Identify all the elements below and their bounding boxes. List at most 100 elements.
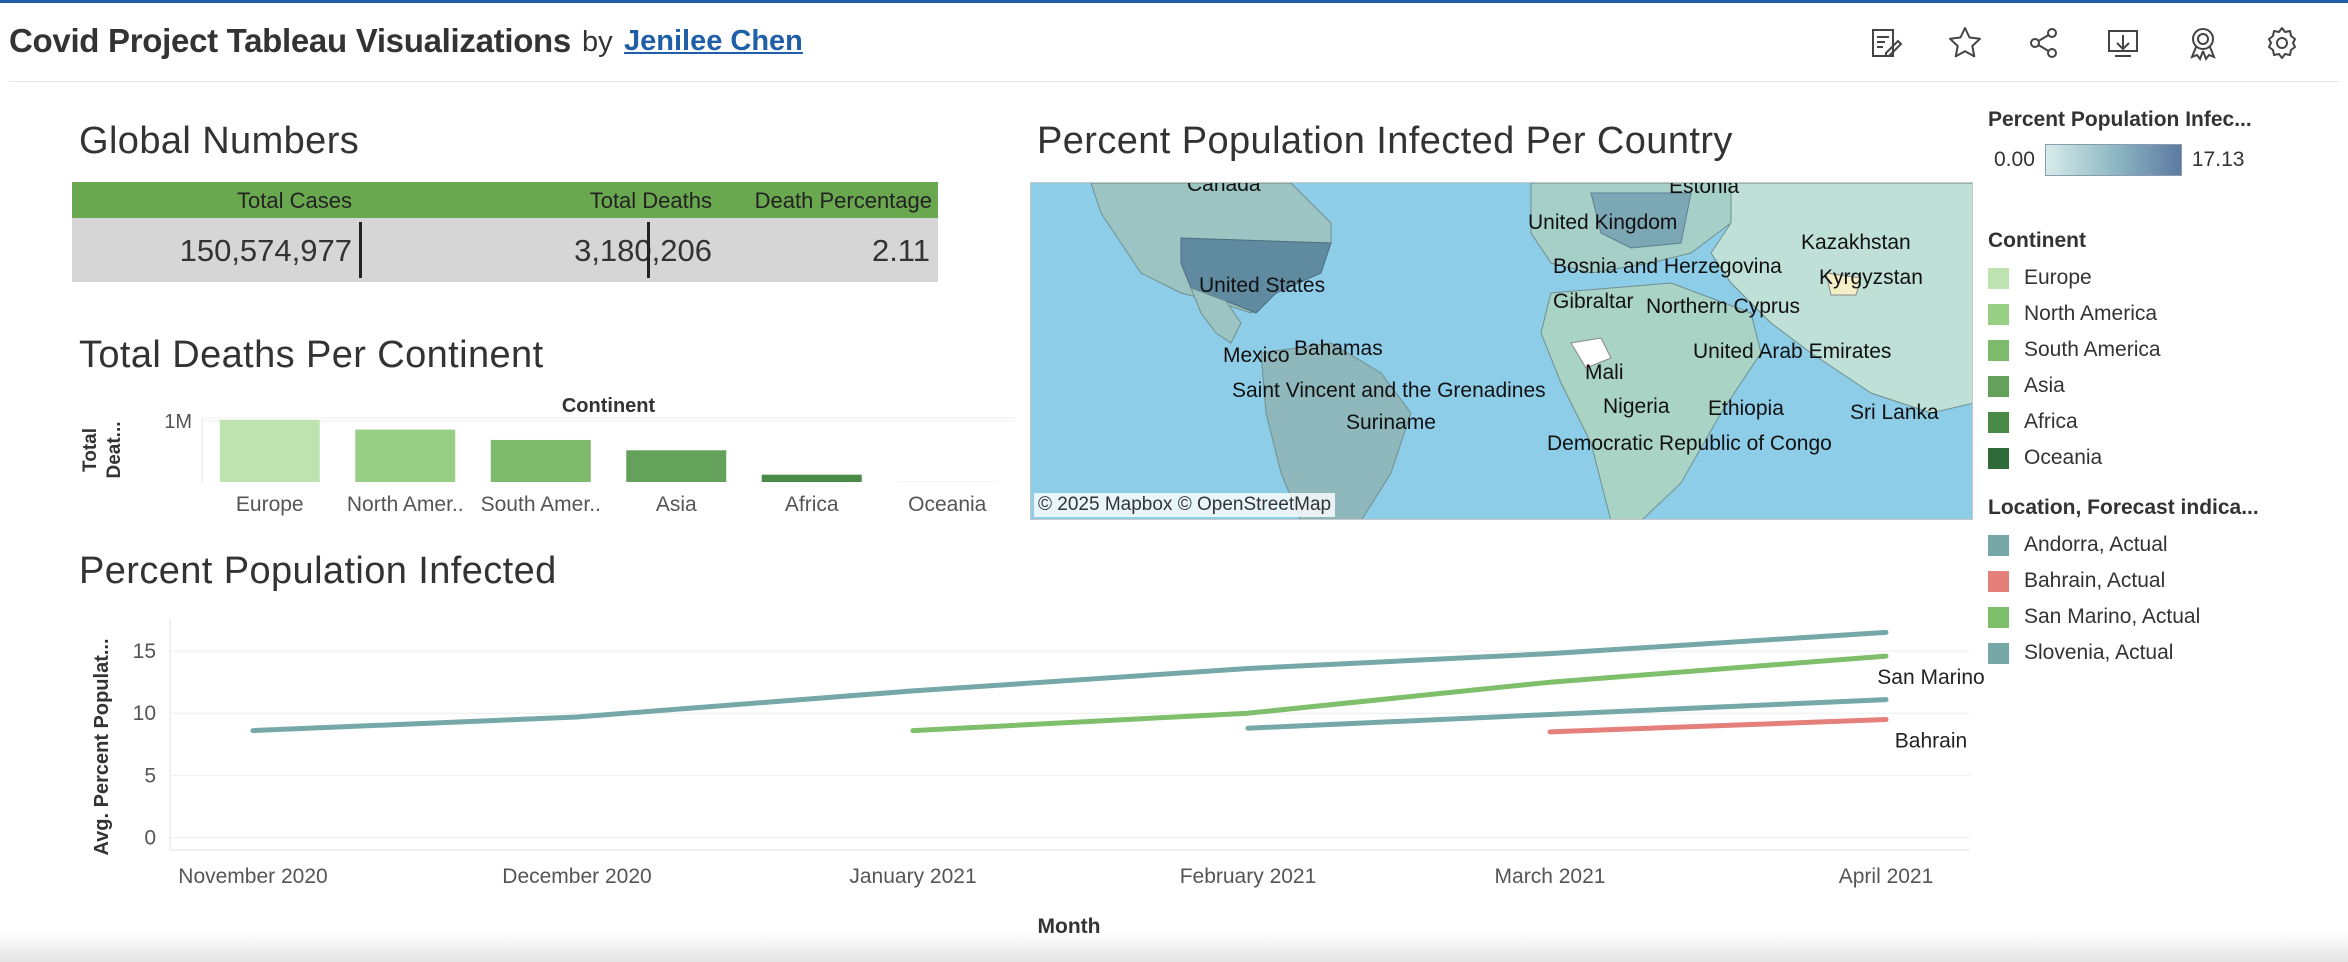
- legend-label: Bahrain, Actual: [2024, 569, 2166, 592]
- map-label-suriname: Suriname: [1346, 411, 1436, 434]
- legend-item[interactable]: San Marino, Actual: [1988, 599, 2259, 635]
- legend-item[interactable]: Slovenia, Actual: [1988, 635, 2259, 671]
- line-end-label: Bahrain: [1895, 729, 1967, 752]
- legend-item[interactable]: Africa: [1988, 404, 2161, 440]
- edit-icon[interactable]: [1866, 23, 1906, 63]
- line-xtick-label: March 2021: [1495, 865, 1606, 888]
- gradient-max: 17.13: [2191, 148, 2245, 171]
- gradient-scale: 0.00 17.13: [1988, 144, 2252, 176]
- line-end-label: San Marino: [1877, 666, 1984, 689]
- line-xtick-label: February 2021: [1180, 865, 1317, 888]
- value-total-cases: 150,574,977: [179, 233, 352, 268]
- line-chart-ylabel: Avg. Percent Populat...: [91, 638, 113, 855]
- legend-swatch: [1988, 303, 2009, 325]
- location-legend-title: Location, Forecast indica...: [1988, 496, 2259, 519]
- legend-item[interactable]: South America: [1988, 332, 2161, 368]
- legend-label: San Marino, Actual: [2024, 605, 2201, 628]
- percent-infected-title: Percent Population Infected: [79, 550, 557, 592]
- bar-category-label: Europe: [236, 493, 304, 516]
- map-label-uae: United Arab Emirates: [1693, 340, 1892, 363]
- map-label-bahamas: Bahamas: [1294, 337, 1383, 360]
- infected-legend-title: Percent Population Infec...: [1988, 108, 2252, 131]
- central-europe-shape: [1590, 192, 1692, 249]
- kyrgyzstan-shape: [1825, 272, 1862, 296]
- legend-label: Asia: [2024, 374, 2065, 397]
- value-total-deaths: 3,180,206: [574, 233, 712, 268]
- map-label-kyrgyzstan: Kyrgyzstan: [1819, 266, 1923, 289]
- continent-legend-title: Continent: [1988, 229, 2086, 252]
- map-label-mexico: Mexico: [1223, 344, 1290, 367]
- by-label: by: [582, 26, 613, 58]
- download-icon[interactable]: [2103, 23, 2143, 63]
- legend-label: North America: [2024, 302, 2158, 325]
- legend-swatch: [1988, 339, 2009, 361]
- line-xtick-label: November 2020: [178, 865, 327, 888]
- map-label-nigeria: Nigeria: [1603, 395, 1670, 418]
- gradient-min: 0.00: [1994, 148, 2035, 171]
- cell-divider: [647, 222, 650, 278]
- infected-legend: Percent Population Infec... 0.00 17.13: [1988, 108, 2252, 176]
- workbook-header: Covid Project Tableau Visualizations by …: [0, 3, 2348, 81]
- legend-label: Africa: [2024, 410, 2078, 433]
- map-shapes: [1090, 183, 1972, 519]
- legend-label: Slovenia, Actual: [2024, 641, 2174, 664]
- map-label-united-kingdom: United Kingdom: [1528, 211, 1678, 234]
- map-label-gibraltar: Gibraltar: [1553, 290, 1634, 313]
- asia-shape: [1710, 183, 1972, 414]
- continent-legend: Continent Europe North America South Ameri…: [1988, 229, 2161, 476]
- badge-icon[interactable]: [2183, 23, 2223, 63]
- legend-label: Europe: [2024, 266, 2092, 289]
- location-legend: Location, Forecast indica... Andorra, Ac…: [1988, 496, 2259, 671]
- legend-item[interactable]: Bahrain, Actual: [1988, 563, 2259, 599]
- bar-mark[interactable]: [490, 439, 591, 482]
- map-label-united-states: United States: [1199, 274, 1326, 297]
- legend-label: Oceania: [2024, 446, 2103, 469]
- line-series[interactable]: [910, 653, 1889, 734]
- bottom-fade: [0, 932, 2348, 962]
- bar-category-label: South Amer..: [481, 493, 601, 516]
- bar-mark[interactable]: [355, 429, 456, 482]
- deaths-per-continent-chart: Continent Total Deat... 1M Europe North Am…: [80, 395, 1015, 516]
- legend-swatch: [1988, 375, 2009, 397]
- workbook-title: Covid Project Tableau Visualizations: [9, 22, 571, 59]
- map-label-drc: Democratic Republic of Congo: [1547, 432, 1832, 455]
- bar-mark[interactable]: [761, 474, 862, 482]
- percent-infected-chart: Avg. Percent Populat... Month 051015Nove…: [91, 620, 1985, 938]
- line-series[interactable]: [250, 629, 1889, 734]
- legend-label: Andorra, Actual: [2024, 533, 2168, 556]
- map-attribution[interactable]: © 2025 Mapbox © OpenStreetMap: [1034, 493, 1336, 517]
- favorite-star-icon[interactable]: [1945, 23, 1985, 63]
- deaths-per-continent-title: Total Deaths Per Continent: [79, 334, 544, 376]
- bar-mark[interactable]: [626, 450, 727, 482]
- share-icon[interactable]: [2024, 23, 2064, 63]
- line-ytick-label: 10: [133, 702, 156, 725]
- value-death-percentage: 2.11: [871, 233, 930, 268]
- infected-map[interactable]: Canada Estonia United Kingdom Kazakhstan…: [1030, 182, 1973, 520]
- south-america-shape: [1260, 342, 1412, 519]
- line-xtick-label: April 2021: [1839, 865, 1934, 888]
- legend-item[interactable]: Oceania: [1988, 440, 2161, 476]
- line-series[interactable]: [1547, 717, 1889, 735]
- bar-mark[interactable]: [219, 419, 320, 482]
- legend-item[interactable]: North America: [1988, 296, 2161, 332]
- top-accent-line: [0, 0, 2348, 3]
- western-sahara-shape: [1570, 337, 1612, 369]
- legend-item[interactable]: Andorra, Actual: [1988, 527, 2259, 563]
- map-label-ethiopia: Ethiopia: [1708, 397, 1784, 420]
- legend-item[interactable]: Asia: [1988, 368, 2161, 404]
- line-series[interactable]: [1245, 697, 1889, 731]
- settings-gear-icon[interactable]: [2262, 23, 2302, 63]
- legend-swatch: [1988, 642, 2009, 664]
- legend-swatch: [1988, 267, 2009, 289]
- gradient-bar: [2044, 144, 2182, 176]
- line-ytick-label: 0: [144, 827, 156, 850]
- map-label-mali: Mali: [1585, 361, 1624, 384]
- legend-item[interactable]: Europe: [1988, 260, 2161, 296]
- legend-swatch: [1988, 447, 2009, 469]
- united-states-shape: [1180, 237, 1332, 314]
- bar-ytick-label: 1M: [164, 411, 192, 433]
- map-label-kazakhstan: Kazakhstan: [1801, 231, 1911, 254]
- author-link[interactable]: Jenilee Chen: [624, 25, 803, 57]
- bar-category-label: Africa: [785, 493, 839, 516]
- line-xtick-label: January 2021: [849, 865, 976, 888]
